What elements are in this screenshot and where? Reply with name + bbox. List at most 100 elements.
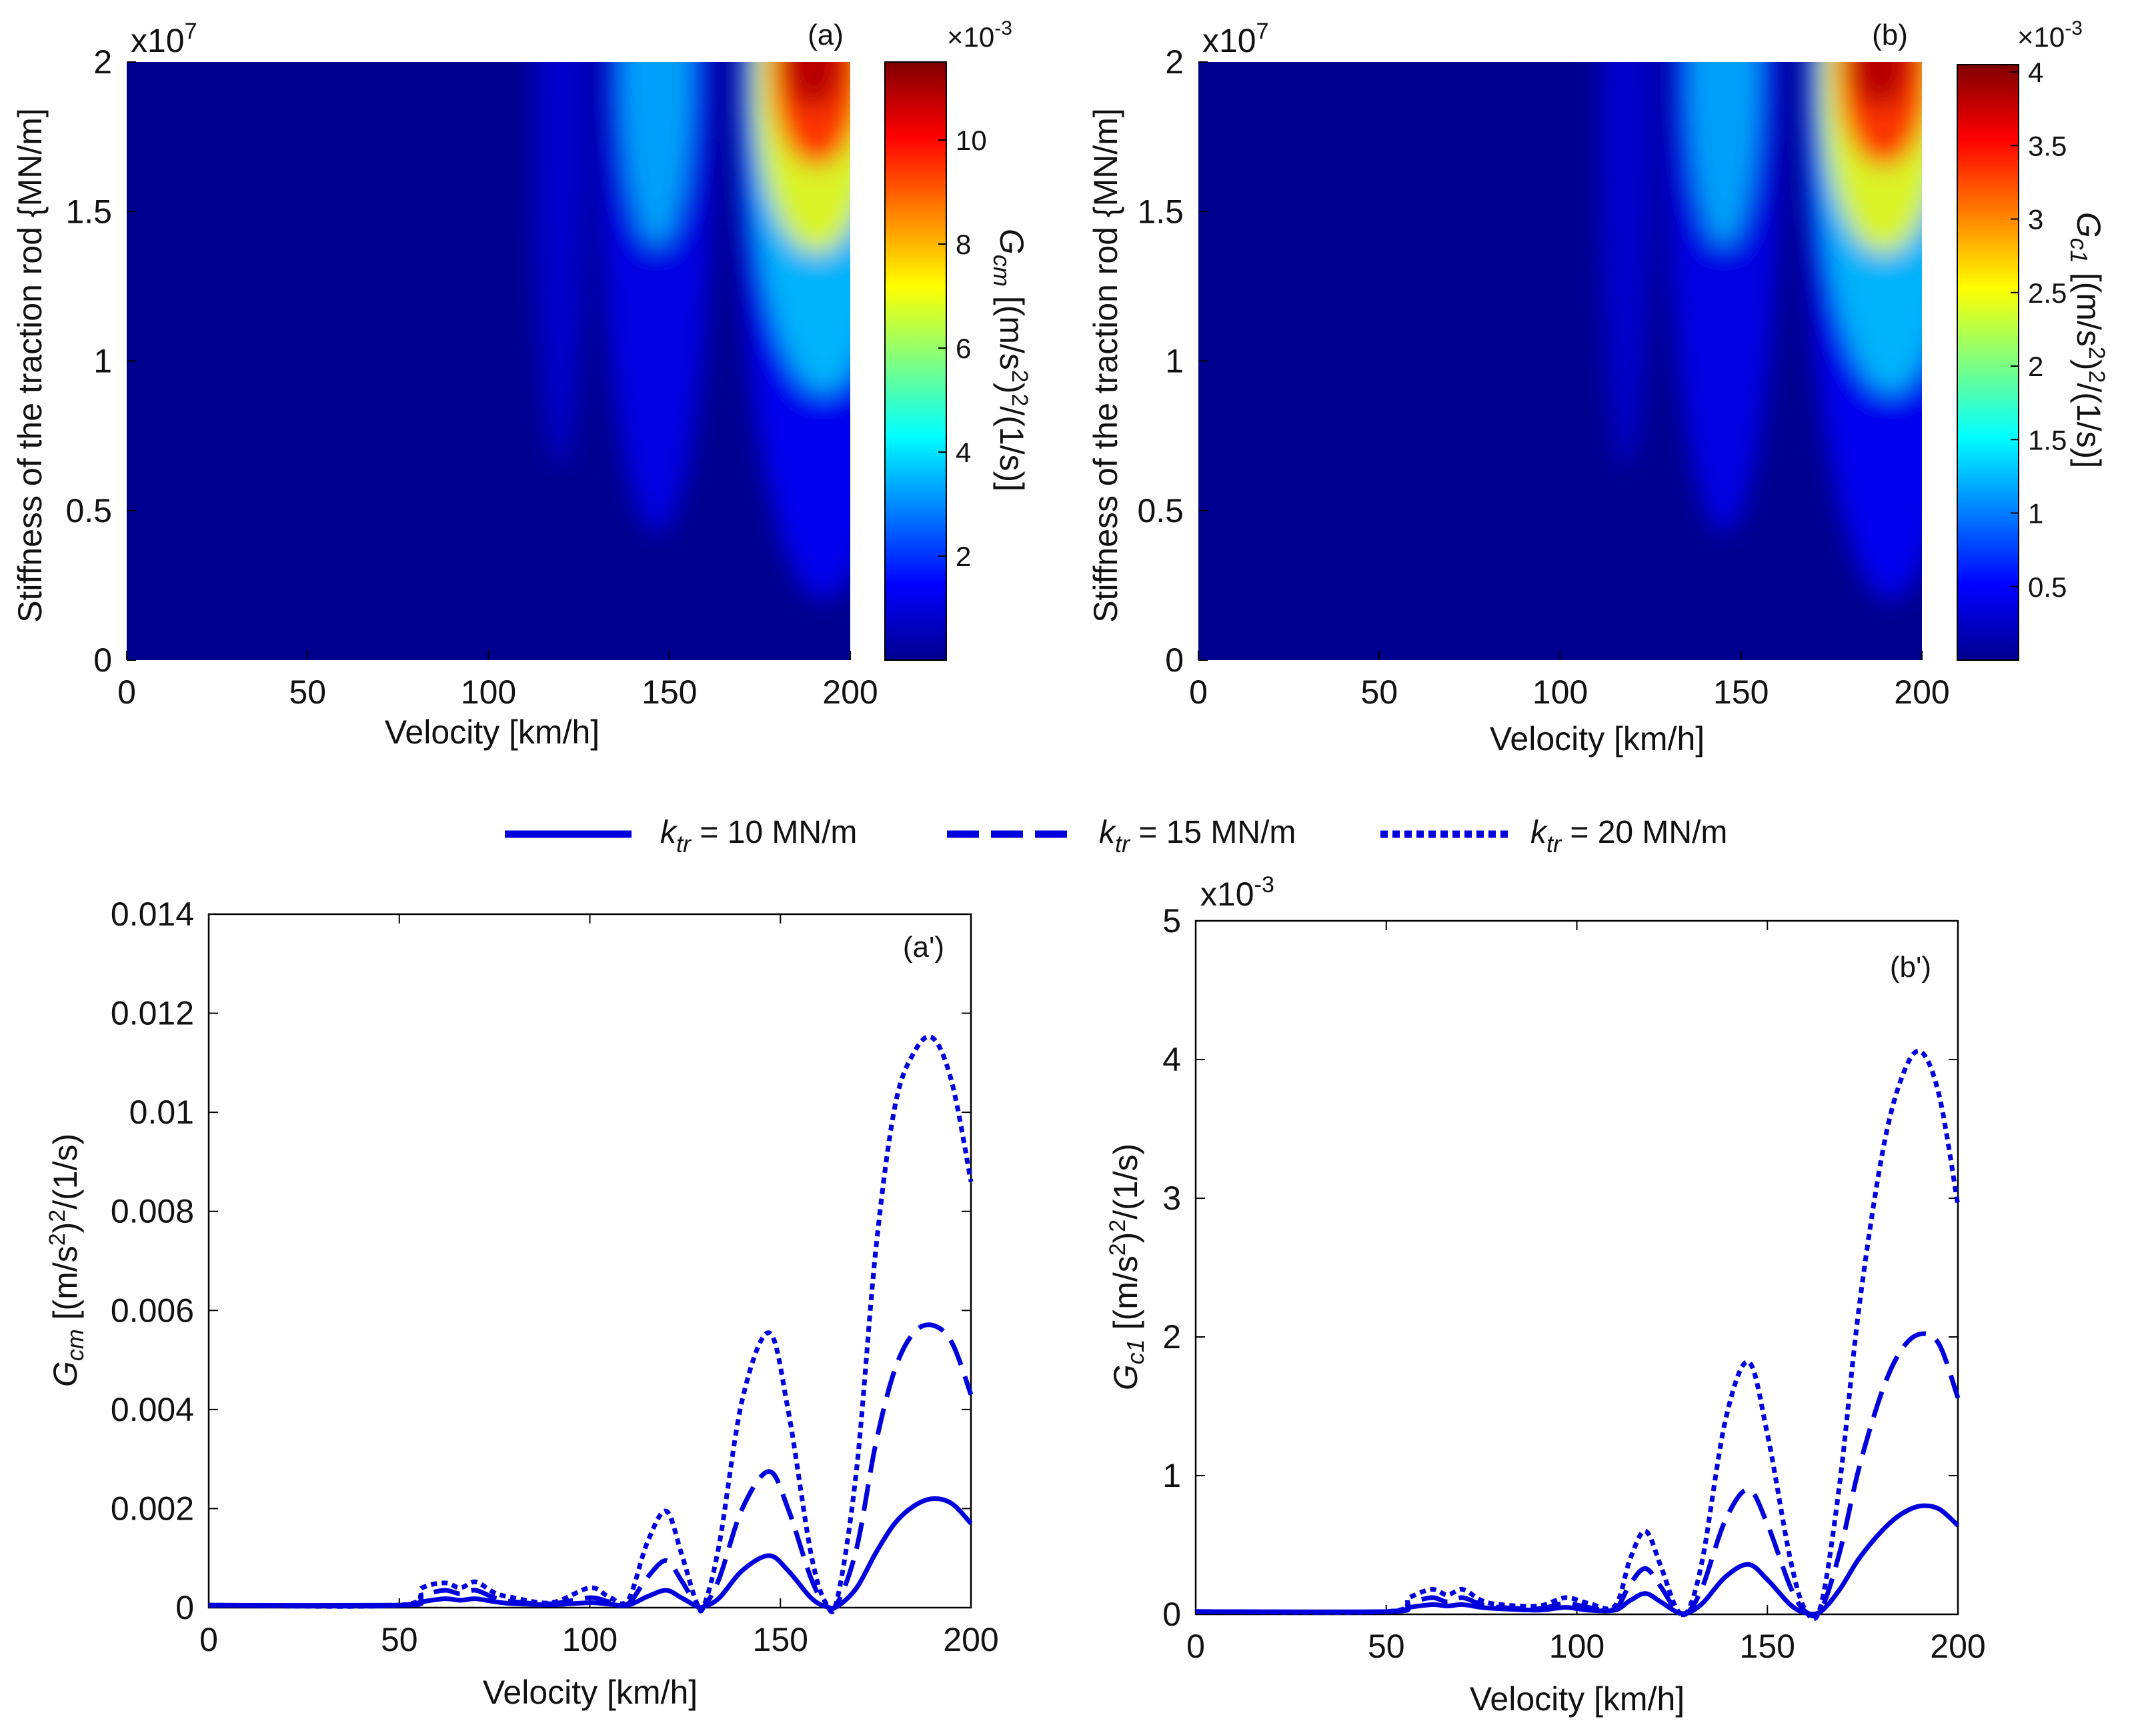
colorbar-a-gradient	[884, 61, 947, 661]
x-tick-label: 100	[461, 673, 516, 711]
legend: ktr = 10 MN/m ktr = 15 MN/m ktr = 20 MN/…	[505, 815, 1727, 857]
colorbar-b: 0.5 1 1.5 2 2.5 3 3.5 4 ×10-3 Gc1 [(m/s2)2/(1/s…	[1957, 17, 2109, 661]
y-axis-label-a: Stiffness of the traction rod {MN/m]	[11, 108, 49, 623]
y-tick-label: 0	[1162, 1596, 1181, 1633]
heatmap-a-hotspot-190-peak	[784, 62, 844, 109]
x-axis-label-a-prime: Velocity [km/h]	[483, 1674, 698, 1711]
colorbar-tick-label: 2	[2028, 351, 2043, 382]
y-tick-label: 0.006	[111, 1292, 194, 1329]
panel-label-a: (a)	[808, 19, 844, 51]
series-line-dotted	[208, 1034, 974, 1614]
x-tick-label: 150	[642, 673, 697, 711]
x-tick-label: 50	[1360, 673, 1398, 711]
x-tick-label: 200	[1894, 673, 1949, 711]
lineplot-b-prime-frame	[1194, 920, 1959, 1616]
y-tick-label: 2	[1162, 1318, 1181, 1356]
series-line-dashed	[1195, 1331, 1961, 1619]
x-tick-label: 200	[822, 673, 878, 711]
heatmap-a: 0 50 100 150 200 0 0.5 1 1.5 2 (a) x107 Velocity …	[11, 19, 878, 751]
y-multiplier-b-prime: x10-3	[1200, 872, 1274, 913]
heatmap-a-hotspots	[533, 62, 850, 600]
y-tick-label: 0.012	[111, 995, 194, 1032]
colorbar-tick-label: 8	[956, 229, 971, 260]
heatmap-a-hotspot-120	[533, 62, 587, 467]
y-multiplier-b: x107	[1202, 19, 1269, 59]
colorbar-a-ticks: 2 4 6 8 10	[938, 125, 987, 572]
x-tick-label: 0	[1186, 1628, 1205, 1665]
panel-label-a-prime: (a')	[903, 931, 944, 964]
y-axis-label-b: Stiffness of the traction rod {MN/m]	[1087, 108, 1124, 623]
colorbar-b-label: Gc1 [(m/s2)2/(1/s)]	[2065, 212, 2109, 468]
colorbar-tick-label: 10	[956, 125, 987, 156]
colorbar-tick-label: 2.5	[2028, 277, 2067, 309]
colorbar-tick-label: 2	[956, 541, 971, 572]
colorbar-b-gradient	[1957, 64, 2019, 661]
y-tick-label: 1.5	[65, 193, 112, 230]
x-tick-label: 200	[943, 1621, 998, 1658]
y-tick-label: 1	[93, 343, 112, 380]
y-tick-label: 4	[1162, 1041, 1181, 1078]
series-line-solid	[208, 1496, 973, 1611]
x-tick-label: 0	[117, 673, 136, 711]
colorbar-a-label: Gcm [(m/s2)2/(1/s)]	[988, 229, 1032, 491]
colorbar-tick-label: 3	[2028, 204, 2043, 235]
series-line-dashed	[208, 1322, 974, 1612]
heatmap-b: 0 50 100 150 200 0 0.5 1 1.5 2 (b) x107 Velocity …	[1087, 19, 1950, 757]
series-line-dotted	[1195, 1048, 1961, 1622]
y-tick-label: 0.5	[1137, 492, 1184, 529]
colorbar-tick-label: 6	[956, 333, 971, 364]
colorbar-tick-label: 1.5	[2028, 424, 2067, 455]
legend-label-3: ktr = 20 MN/m	[1530, 815, 1727, 857]
heatmap-a-hotspot-147-core	[620, 62, 694, 247]
lineplot-b-prime: 0 50 100 150 200 0 1 2 3 4 5 (b') x10-3 Velocity […	[1105, 872, 1986, 1718]
heatmap-b-hotspots	[1599, 62, 1922, 600]
y-tick-label: 1	[1165, 343, 1184, 380]
y-tick-label: 0.008	[111, 1193, 194, 1230]
x-tick-label: 200	[1930, 1628, 1985, 1665]
heatmap-a-axes: 0 50 100 150 200 0 0.5 1 1.5 2	[65, 43, 878, 711]
x-tick-label: 100	[1549, 1628, 1604, 1665]
x-tick-label: 100	[1532, 673, 1588, 711]
lineplot-a-prime-frame	[207, 913, 972, 1609]
x-tick-label: 0	[1189, 673, 1208, 711]
heatmap-b-hotspot-145-core	[1687, 62, 1761, 247]
colorbar-b-multiplier: ×10-3	[2017, 17, 2083, 53]
series-line-solid	[1195, 1503, 1960, 1617]
y-tick-label: 5	[1162, 902, 1181, 940]
y-tick-label: 0	[1165, 641, 1184, 679]
y-tick-label: 2	[93, 43, 112, 81]
heatmap-b-background	[1198, 62, 1922, 660]
x-tick-label: 150	[753, 1621, 808, 1658]
y-tick-label: 0	[175, 1589, 194, 1626]
panel-label-b: (b)	[1872, 19, 1908, 51]
lineplot-a-prime-series	[208, 1034, 974, 1614]
x-tick-label: 150	[1740, 1628, 1795, 1665]
lineplot-a-prime-axes: 0 50 100 150 200 0 0.002 0.004 0.006 0.008 0.01 0.0…	[111, 896, 999, 1658]
y-tick-label: 0.01	[129, 1094, 194, 1131]
y-axis-label-b-prime: Gc1 [(m/s2)2/(1/s)	[1105, 1144, 1149, 1390]
x-axis-label-a: Velocity [km/h]	[385, 713, 600, 751]
colorbar-tick-label: 0.5	[2028, 571, 2067, 603]
x-axis-label-b: Velocity [km/h]	[1490, 720, 1705, 757]
colorbar-tick-label: 1	[2028, 498, 2043, 529]
y-tick-label: 0.002	[111, 1490, 194, 1527]
lineplot-a-prime: 0 50 100 150 200 0 0.002 0.004 0.006 0.008 0.01 0.0…	[45, 896, 999, 1711]
colorbar-a: 2 4 6 8 10 ×10-3 Gcm [(m/s2)2/(1/s)]	[884, 17, 1032, 661]
x-tick-label: 50	[381, 1621, 418, 1658]
y-multiplier-a: x107	[131, 19, 197, 59]
colorbar-tick-label: 4	[2028, 57, 2043, 88]
x-tick-label: 150	[1713, 673, 1769, 711]
colorbar-b-ticks: 0.5 1 1.5 2 2.5 3 3.5 4	[2011, 57, 2067, 603]
legend-label-1: ktr = 10 MN/m	[660, 815, 857, 857]
x-tick-label: 0	[199, 1621, 218, 1658]
y-tick-label: 0.004	[111, 1391, 194, 1428]
legend-label-2: ktr = 15 MN/m	[1099, 815, 1296, 857]
lineplot-b-prime-series	[1195, 1048, 1961, 1622]
x-axis-label-b-prime: Velocity [km/h]	[1470, 1680, 1685, 1718]
x-tick-label: 50	[289, 673, 326, 711]
colorbar-tick-label: 3.5	[2028, 130, 2067, 161]
y-axis-label-a-prime: Gcm [(m/s2)2/(1/s)	[45, 1134, 89, 1387]
heatmap-b-axes: 0 50 100 150 200 0 0.5 1 1.5 2	[1137, 43, 1949, 711]
y-tick-label: 1	[1162, 1457, 1181, 1494]
